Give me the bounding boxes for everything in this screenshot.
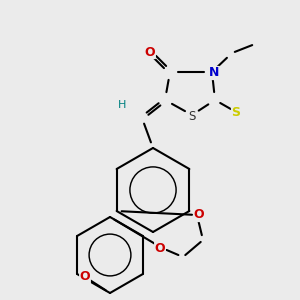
Text: H: H bbox=[118, 100, 126, 110]
Text: S: S bbox=[232, 106, 241, 118]
Text: O: O bbox=[145, 46, 155, 59]
Text: O: O bbox=[80, 271, 90, 284]
Text: O: O bbox=[155, 242, 165, 254]
Text: O: O bbox=[194, 208, 204, 221]
Text: N: N bbox=[209, 67, 219, 80]
Text: S: S bbox=[188, 110, 196, 124]
